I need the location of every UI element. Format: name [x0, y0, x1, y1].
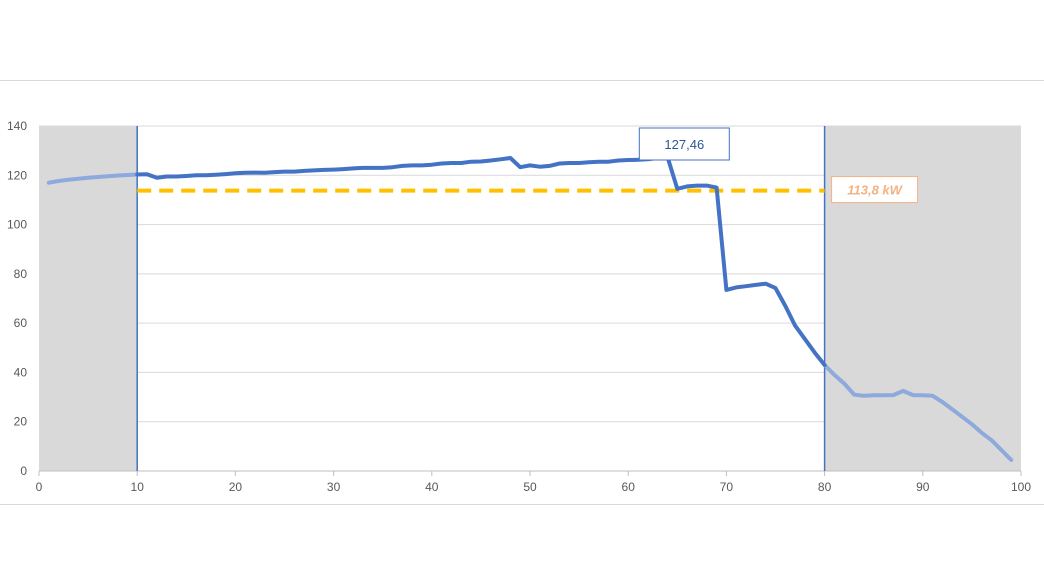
series-line-after — [822, 363, 1014, 462]
average-value-callout-box — [831, 176, 919, 204]
x-tick-label-60: 60 — [622, 480, 636, 494]
x-tick-label-20: 20 — [229, 480, 243, 494]
max-value-callout-box — [638, 127, 730, 161]
x-tick-label-70: 70 — [720, 480, 734, 494]
y-tick-label-140: 140 — [7, 119, 27, 133]
y-tick-label-40: 40 — [14, 365, 28, 379]
y-tick-label-80: 80 — [14, 267, 28, 281]
series-line-main — [135, 154, 827, 367]
y-tick-label-60: 60 — [14, 316, 28, 330]
x-tick-label-80: 80 — [818, 480, 832, 494]
x-tick-label-10: 10 — [131, 480, 145, 494]
x-tick-label-0: 0 — [36, 480, 43, 494]
x-tick-label-100: 100 — [1011, 480, 1031, 494]
x-tick-label-30: 30 — [327, 480, 341, 494]
average-value-callout: 113,8 kW — [847, 183, 903, 198]
series-line-before — [46, 172, 140, 185]
x-tick-label-50: 50 — [523, 480, 537, 494]
chart-frame: 127,46 113,8 kW 0 10 20 30 40 50 60 70 80 90 100 0 2… — [0, 80, 1044, 505]
y-tick-label-100: 100 — [7, 218, 27, 232]
y-tick-label-20: 20 — [14, 415, 28, 429]
y-tick-label-0: 0 — [20, 464, 27, 478]
max-value-callout: 127,46 — [664, 137, 704, 152]
line-chart: 127,46 113,8 kW 0 10 20 30 40 50 60 70 80 90 100 0 2… — [7, 119, 1031, 494]
x-tick-label-40: 40 — [425, 480, 439, 494]
y-tick-label-120: 120 — [7, 168, 27, 182]
x-tick-label-90: 90 — [916, 480, 930, 494]
